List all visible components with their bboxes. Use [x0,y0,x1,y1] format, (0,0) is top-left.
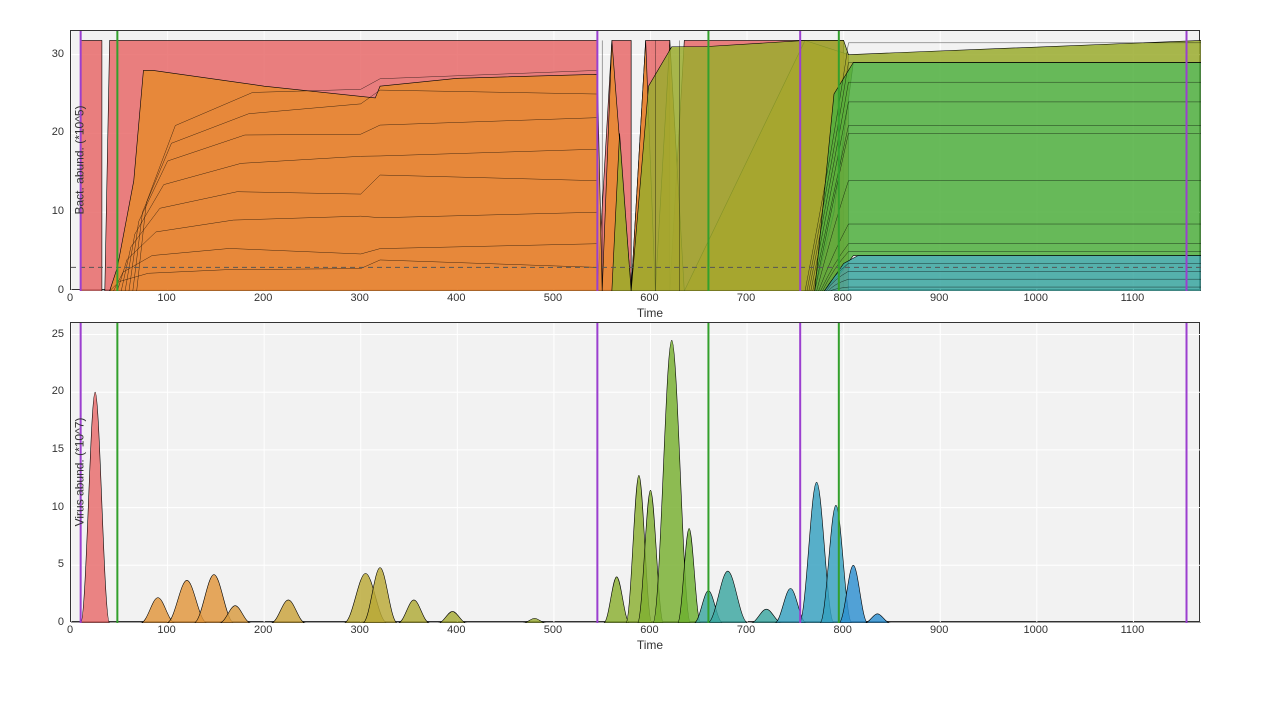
top-panel-wrap: Bact. abund. (*10^5) Time 01002003004005… [70,30,1230,290]
xtick: 500 [544,292,562,304]
ytick: 0 [58,616,64,628]
xtick: 500 [544,624,562,636]
xtick: 900 [930,292,948,304]
xtick: 1000 [1024,292,1048,304]
ytick: 25 [52,328,64,340]
xtick: 800 [833,624,851,636]
ytick: 10 [52,205,64,217]
bottom-panel [70,322,1200,622]
ytick: 10 [52,501,64,513]
xtick: 100 [157,624,175,636]
xtick: 600 [640,292,658,304]
ytick: 0 [58,284,64,296]
xtick: 0 [67,624,73,636]
top-xticks: 0 100 200 300 400 500 600 700 800 900 1000 1100 [70,292,1230,306]
xtick: 300 [351,624,369,636]
xtick: 0 [67,292,73,304]
bottom-xlabel: Time [637,638,663,652]
xtick: 400 [447,292,465,304]
xtick: 100 [157,292,175,304]
xtick: 1100 [1121,624,1145,636]
figure: Bact. abund. (*10^5) Time 01002003004005… [0,0,1280,710]
bottom-panel-wrap: Virus abund. (*10^7) Time 01002003004005… [70,322,1230,622]
xtick: 600 [640,624,658,636]
xtick: 200 [254,624,272,636]
top-xlabel: Time [637,306,663,320]
xtick: 1100 [1121,292,1145,304]
xtick: 700 [737,292,755,304]
ytick: 15 [52,443,64,455]
xtick: 300 [351,292,369,304]
ytick: 5 [58,558,64,570]
xtick: 700 [737,624,755,636]
xtick: 800 [833,292,851,304]
xtick: 200 [254,292,272,304]
top-ylabel: Bact. abund. (*10^5) [73,105,87,214]
bottom-ylabel: Virus abund. (*10^7) [72,418,86,527]
xtick: 400 [447,624,465,636]
ytick: 20 [52,385,64,397]
top-panel [70,30,1200,290]
xtick: 1000 [1024,624,1048,636]
ytick: 30 [52,48,64,60]
xtick: 900 [930,624,948,636]
bottom-xticks: 0 100 200 300 400 500 600 700 800 900 1000 1100 [70,624,1230,638]
ytick: 20 [52,126,64,138]
